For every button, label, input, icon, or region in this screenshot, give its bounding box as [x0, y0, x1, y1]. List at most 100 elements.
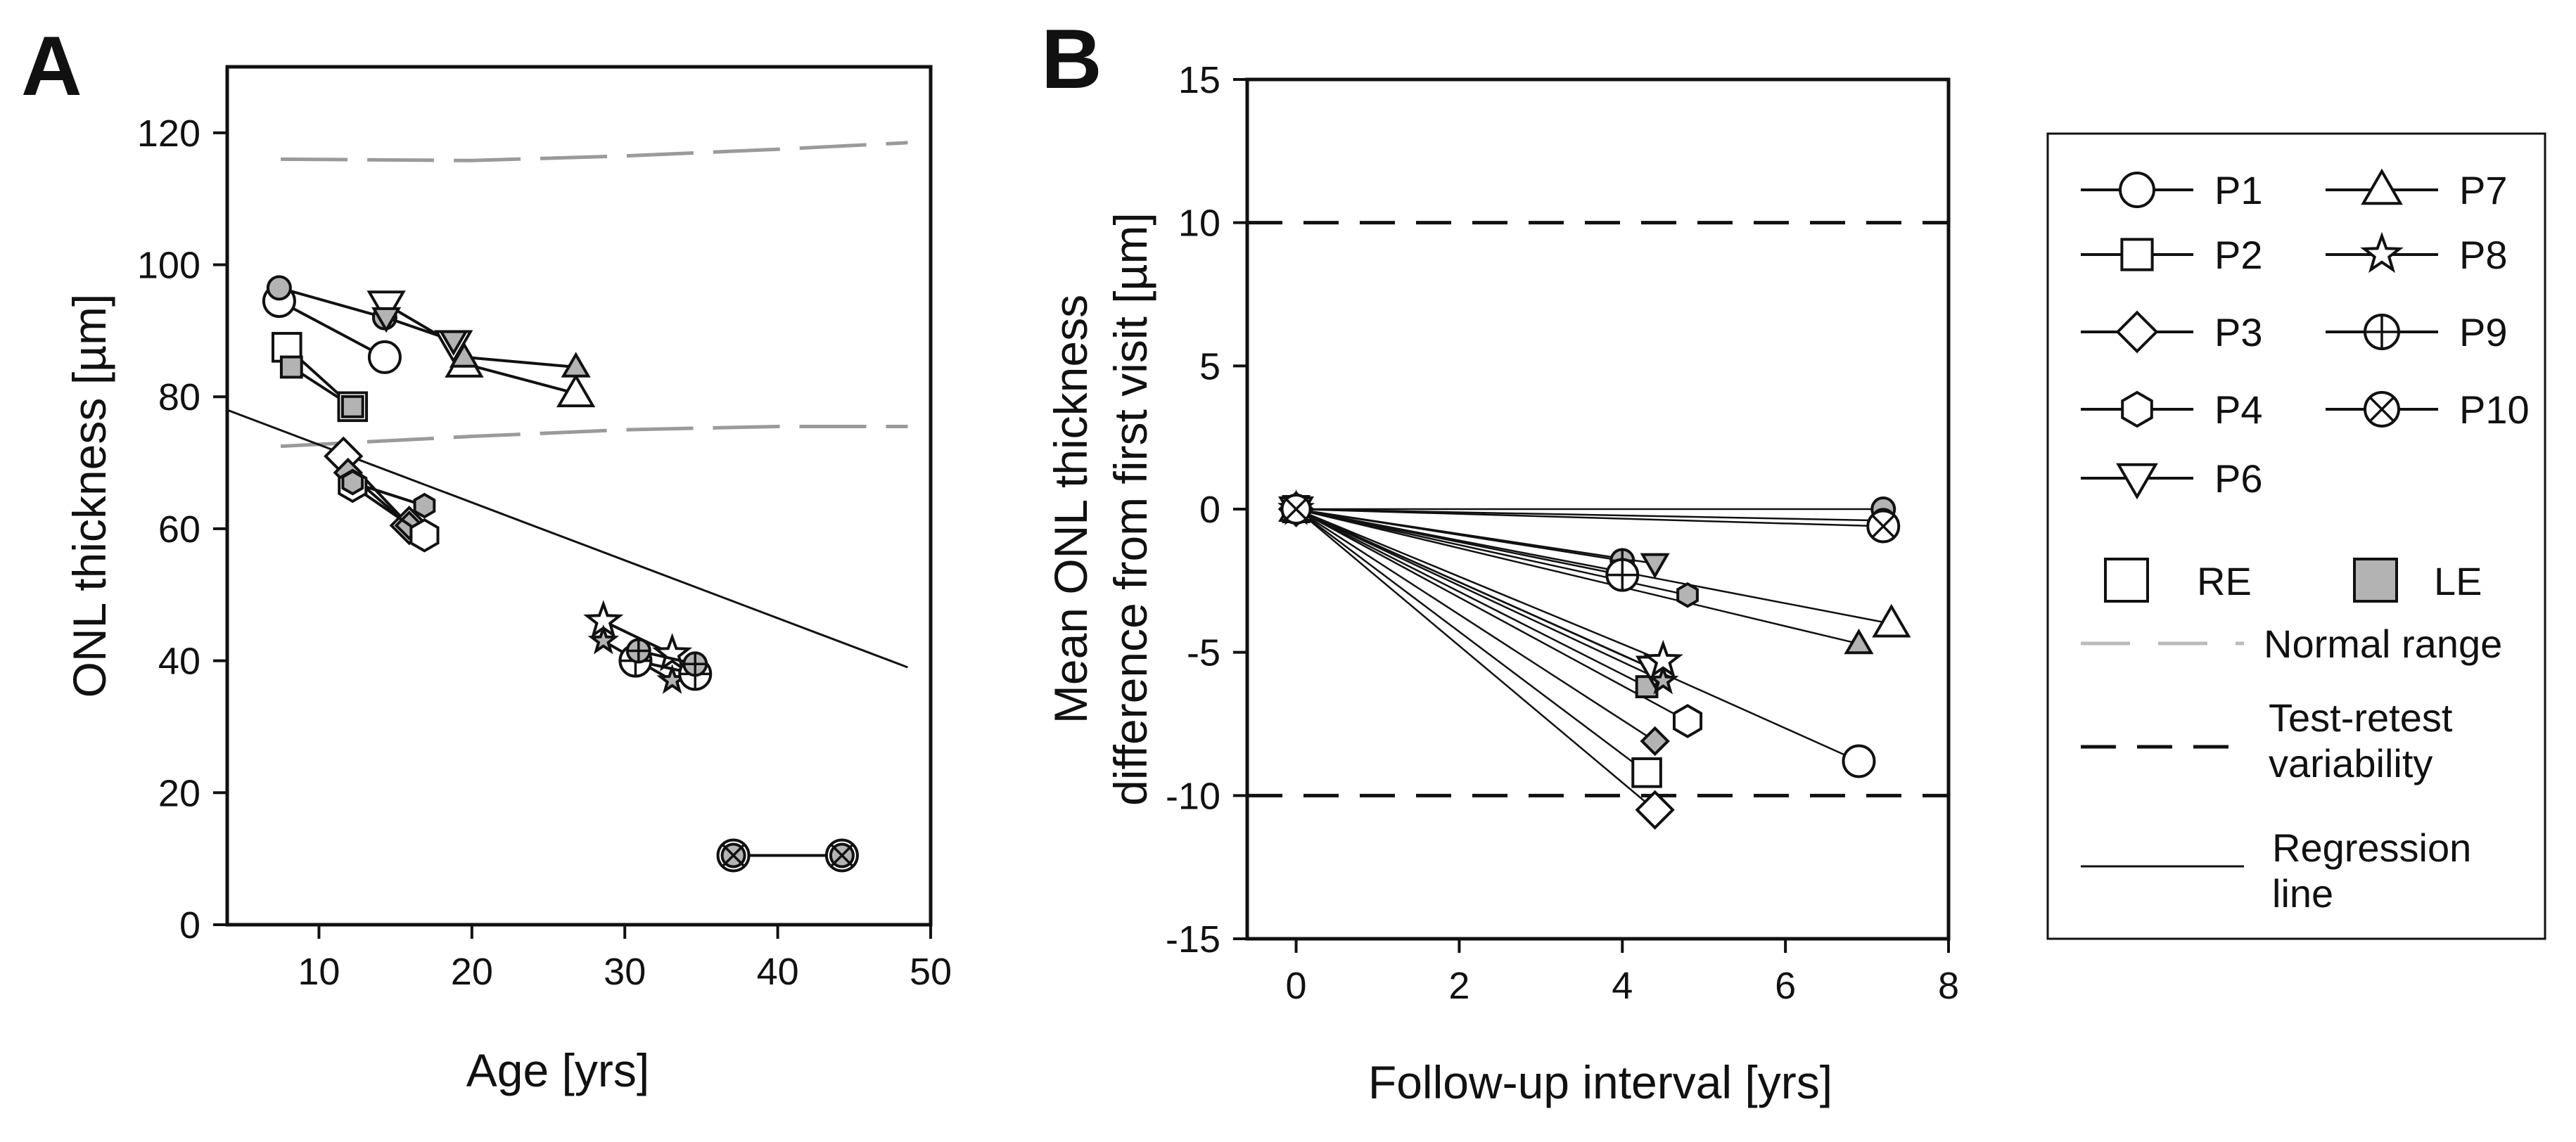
legend-item-marker [2361, 168, 2403, 205]
panel-a-point-p7-le [561, 352, 591, 378]
panel-a-point-p10-le [829, 842, 855, 868]
panel-b-y-tick-label: -15 [1166, 918, 1220, 961]
panel-a-normal-range [280, 141, 908, 449]
panel-a-connector-p7-le [464, 355, 576, 368]
panel-a-y-tick-label: 40 [158, 641, 200, 683]
panel-b-line-p4-re [1295, 508, 1688, 722]
legend-item-marker [2119, 172, 2155, 208]
legend-item-p1: P1 [2081, 168, 2263, 212]
legend-item-marker [2121, 390, 2153, 428]
panel-b-markers-p10 [1280, 494, 1901, 544]
panel-a-point-p10-le [720, 842, 746, 868]
legend-item-p2: P2 [2081, 233, 2263, 277]
panel-b-series-p9 [1296, 508, 1623, 576]
legend-item-marker [2116, 463, 2158, 500]
legend-le-swatch [2353, 558, 2398, 603]
panel-a-point-p1-re [367, 340, 402, 374]
panel-b-point-p1-re [1842, 744, 1876, 778]
panel-b-point-p4-re [1672, 704, 1703, 738]
panel-a-point-p2-le [340, 394, 364, 418]
legend-regression-label-line-1: Regression [2272, 826, 2471, 870]
panel-b-y-axis-title-line-2: difference from first visit [µm] [1104, 212, 1156, 806]
panel-b-series-p10 [1296, 508, 1884, 527]
panel-a-point-p6-le [438, 330, 468, 357]
panel-b-line-p7-re [1296, 508, 1892, 625]
panel-b-point-p6-le [1640, 553, 1670, 579]
legend-series-entries: P1 P2 P3 P4 P6 P7 P8 P9 P10 [2081, 168, 2530, 501]
panel-a-ticks: 10 20 30 40 50 0 20 40 60 80 100 120 [137, 113, 952, 993]
panel-b-markers-p1 [1280, 494, 1896, 778]
legend-item-label: P4 [2214, 387, 2263, 432]
legend-item-p7: P7 [2326, 168, 2508, 212]
panel-b-x-tick-label: 6 [1775, 965, 1796, 1007]
normal-range-upper-line [281, 141, 908, 162]
legend-item-label: P2 [2214, 233, 2263, 277]
panel-b-point-p2-re [1631, 757, 1662, 788]
panel-a-point-p4-le [341, 469, 364, 496]
panel-a-connector-p1-le [279, 286, 385, 319]
legend-item-label: P6 [2214, 456, 2263, 501]
panel-a-point-p6-le [371, 307, 402, 333]
panel-b-x-tick-label: 2 [1448, 965, 1469, 1007]
legend-regression-label-line-2: line [2272, 871, 2333, 916]
panel-a-x-tick-label: 50 [910, 951, 952, 993]
panel-a-y-tick-label: 120 [137, 113, 200, 155]
panel-b-point-p8-le [1647, 664, 1679, 695]
panel-b-line-p7-le [1296, 508, 1859, 645]
panel-a-point-p4-re [409, 518, 440, 553]
panel-a-y-tick-label: 60 [158, 508, 200, 551]
panel-b-y-tick-label: 5 [1199, 345, 1220, 387]
panel-b-line-p10-le [1296, 508, 1884, 522]
panel-a-point-p7-le [449, 342, 480, 368]
panel-a-series-p8 [583, 600, 693, 694]
panel-b-x-tick-label: 8 [1938, 965, 1959, 1007]
panel-b-x-axis-title: Follow-up interval [yrs] [1368, 1056, 1832, 1108]
panel-b-series [1277, 489, 1911, 830]
panel-b: B 0 2 4 6 8 -15 -10 -5 0 5 10 15 Follow-up interval… [1041, 12, 1959, 1108]
panel-b-label: B [1041, 12, 1102, 106]
panel-a-x-tick-label: 40 [757, 951, 799, 993]
panel-a-x-tick-label: 10 [298, 951, 340, 993]
panel-b-y-tick-label: -10 [1166, 775, 1220, 817]
panel-b-point-p7-re [1872, 603, 1911, 638]
panel-a-y-tick-label: 100 [137, 245, 200, 287]
legend-item-p9: P9 [2326, 310, 2508, 354]
panel-b-series-p7 [1296, 508, 1892, 645]
panel-a-point-p9-le [682, 651, 708, 677]
panel-b-series-p6 [1296, 508, 1656, 671]
legend-test-retest-label-line-2: variability [2269, 741, 2432, 785]
panel-b-line-p10-re [1296, 508, 1884, 527]
panel-b-series-p3 [1295, 508, 1656, 811]
panel-a-series-p2 [271, 332, 369, 423]
panel-a-point-p4-le [413, 492, 436, 519]
panel-b-y-tick-label: -5 [1187, 632, 1220, 674]
panel-b-point-p9-re [1605, 558, 1640, 592]
regression-line [227, 409, 908, 669]
panel-a-plot-frame [225, 65, 933, 927]
legend-item-marker [2115, 310, 2159, 354]
panel-a-y-axis-title: ONL thickness [µm] [63, 294, 115, 698]
panel-b-line-p3-re [1295, 508, 1656, 811]
panel-a-connector-p1-re [278, 300, 385, 359]
panel-b-origin-p10 [1280, 494, 1312, 525]
panel-b-y-tick-label: 10 [1178, 203, 1220, 245]
legend-normal-range-label: Normal range [2264, 622, 2502, 666]
panel-a: A 10 20 30 40 50 0 20 40 60 80 100 120 Age [yrs] ON… [21, 19, 952, 1096]
panel-a-series-p4 [338, 468, 440, 553]
panel-a-point-p9-le [625, 638, 651, 664]
panel-b-series-p2 [1295, 508, 1647, 774]
panel-b-line-p8-le [1296, 508, 1664, 682]
legend-le-label: LE [2434, 559, 2482, 603]
normal-range-lower-line [280, 424, 908, 449]
panel-b-point-p8-re [1643, 639, 1683, 679]
panel-a-point-p1-le [266, 275, 292, 301]
panel-a-y-tick-label: 80 [158, 376, 200, 418]
legend-item-marker [2360, 231, 2404, 274]
panel-a-point-p2-le [279, 355, 303, 379]
legend-item-label: P1 [2214, 168, 2263, 212]
panel-b-line-p6-re [1296, 508, 1656, 671]
panel-a-point-p8-re [651, 633, 693, 672]
panel-b-line-p9-re [1296, 508, 1623, 576]
legend-item-label: P9 [2459, 310, 2508, 354]
legend-item-p3: P3 [2081, 310, 2263, 354]
